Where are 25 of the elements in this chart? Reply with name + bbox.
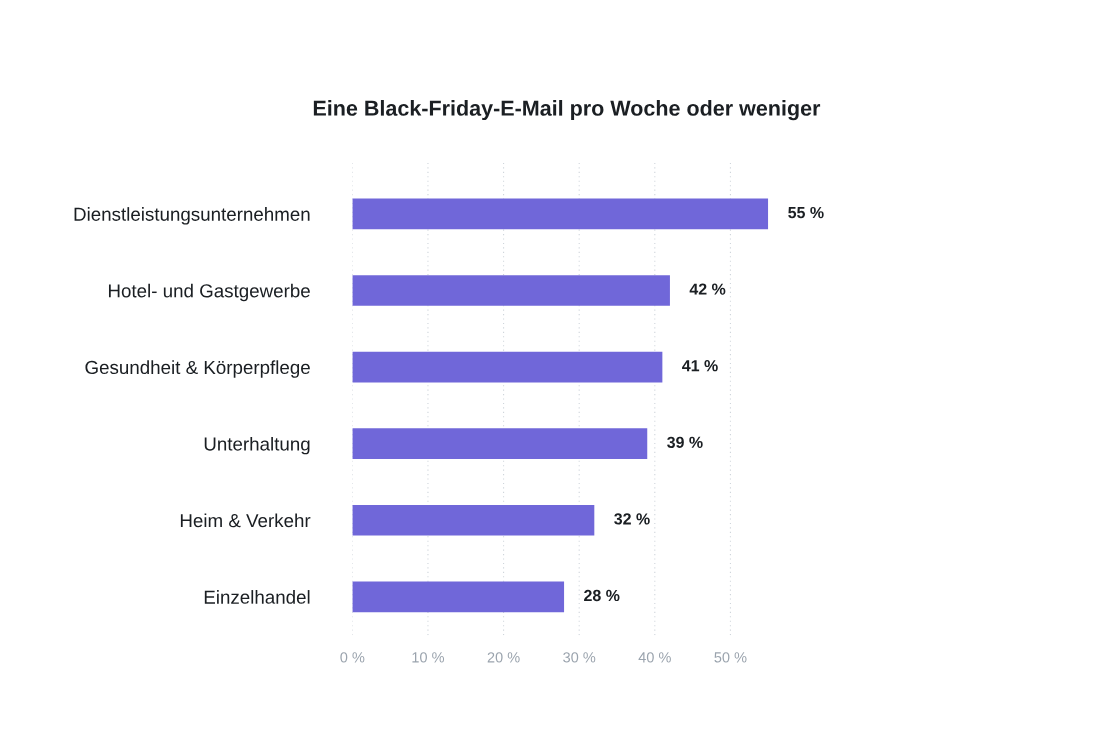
bar: [352, 504, 595, 536]
bar: [352, 581, 565, 613]
data-label: 28 %: [584, 589, 620, 602]
bar: [352, 198, 769, 230]
data-label: 39 %: [667, 436, 703, 448]
x-tick-label: 50 %: [714, 652, 747, 663]
bar: [352, 275, 670, 306]
x-tick-label: 40 %: [638, 652, 671, 663]
data-label: 32 %: [614, 513, 650, 525]
y-tick-label: Einzelhandel: [204, 590, 310, 604]
x-tick-label: 10 %: [412, 652, 445, 663]
bar: [352, 428, 648, 459]
data-label: 41 %: [682, 360, 718, 372]
y-tick-label: Gesundheit & Körperpflege: [85, 360, 310, 378]
y-tick-label: Dienstleistungsunternehmen: [74, 207, 310, 225]
y-tick-label: Unterhaltung: [204, 436, 310, 455]
chart-title: Eine Black-Friday-E-Mail pro Woche oder weniger: [313, 100, 821, 121]
y-tick-label: Hotel- und Gastgewerbe: [108, 283, 310, 302]
x-tick-label: 0 %: [340, 652, 365, 663]
bar: [352, 351, 663, 383]
data-label: 42 %: [689, 283, 726, 295]
x-tick-label: 20 %: [487, 652, 520, 663]
data-label: 55 %: [788, 206, 824, 219]
x-tick-label: 30 %: [563, 652, 596, 663]
y-tick-label: Heim & Verkehr: [180, 513, 311, 528]
